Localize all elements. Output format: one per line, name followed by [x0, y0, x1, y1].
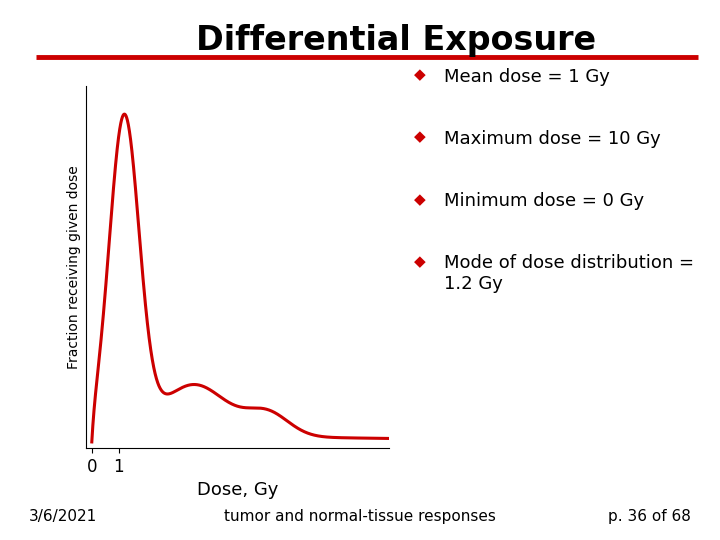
- Text: Mean dose = 1 Gy: Mean dose = 1 Gy: [444, 68, 610, 85]
- Text: ◆: ◆: [414, 254, 426, 269]
- Text: ◆: ◆: [414, 130, 426, 145]
- Text: tumor and normal-tissue responses: tumor and normal-tissue responses: [224, 509, 496, 524]
- Text: ◆: ◆: [414, 192, 426, 207]
- X-axis label: Dose, Gy: Dose, Gy: [197, 482, 279, 500]
- Text: Differential Exposure: Differential Exposure: [196, 24, 596, 57]
- Y-axis label: Fraction receiving given dose: Fraction receiving given dose: [67, 165, 81, 369]
- Text: Mode of dose distribution =
1.2 Gy: Mode of dose distribution = 1.2 Gy: [444, 254, 694, 293]
- Text: ◆: ◆: [414, 68, 426, 83]
- Text: Minimum dose = 0 Gy: Minimum dose = 0 Gy: [444, 192, 644, 210]
- Text: Maximum dose = 10 Gy: Maximum dose = 10 Gy: [444, 130, 661, 147]
- Text: p. 36 of 68: p. 36 of 68: [608, 509, 691, 524]
- Text: 3/6/2021: 3/6/2021: [29, 509, 97, 524]
